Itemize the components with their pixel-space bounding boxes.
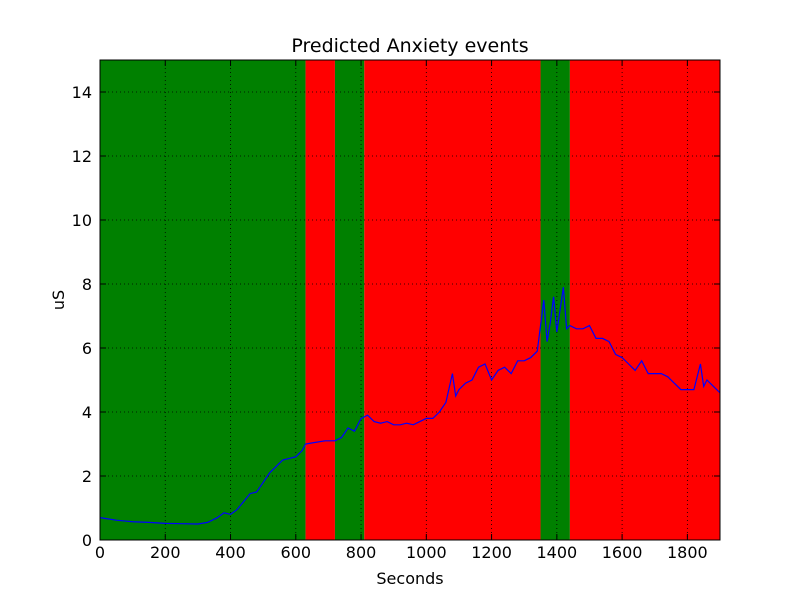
band [305,60,335,540]
band [364,60,541,540]
y-tick-label: 10 [72,211,92,230]
y-tick-label: 14 [72,83,92,102]
y-axis-label: uS [49,290,68,310]
y-tick-label: 0 [82,531,92,550]
x-tick-label: 1600 [602,543,643,562]
x-tick-label: 1000 [406,543,447,562]
band [100,60,306,540]
y-tick-label: 6 [82,339,92,358]
x-tick-label: 1400 [536,543,577,562]
x-tick-label: 0 [95,543,105,562]
plot-frame [99,59,721,541]
x-tick-label: 400 [215,543,246,562]
band [540,60,570,540]
series-line [99,287,721,525]
band [334,60,365,540]
x-axis-label: Seconds [376,569,443,588]
y-tick-label: 4 [82,403,92,422]
y-tick-label: 12 [72,147,92,166]
band [569,60,720,540]
x-tick-label: 1800 [667,543,708,562]
x-tick-label: 600 [281,543,312,562]
x-tick-label: 200 [150,543,181,562]
y-tick-label: 2 [82,467,92,486]
y-tick-label: 8 [82,275,92,294]
x-tick-label: 1200 [471,543,512,562]
x-tick-label: 800 [346,543,377,562]
chart-title: Predicted Anxiety events [291,35,528,57]
